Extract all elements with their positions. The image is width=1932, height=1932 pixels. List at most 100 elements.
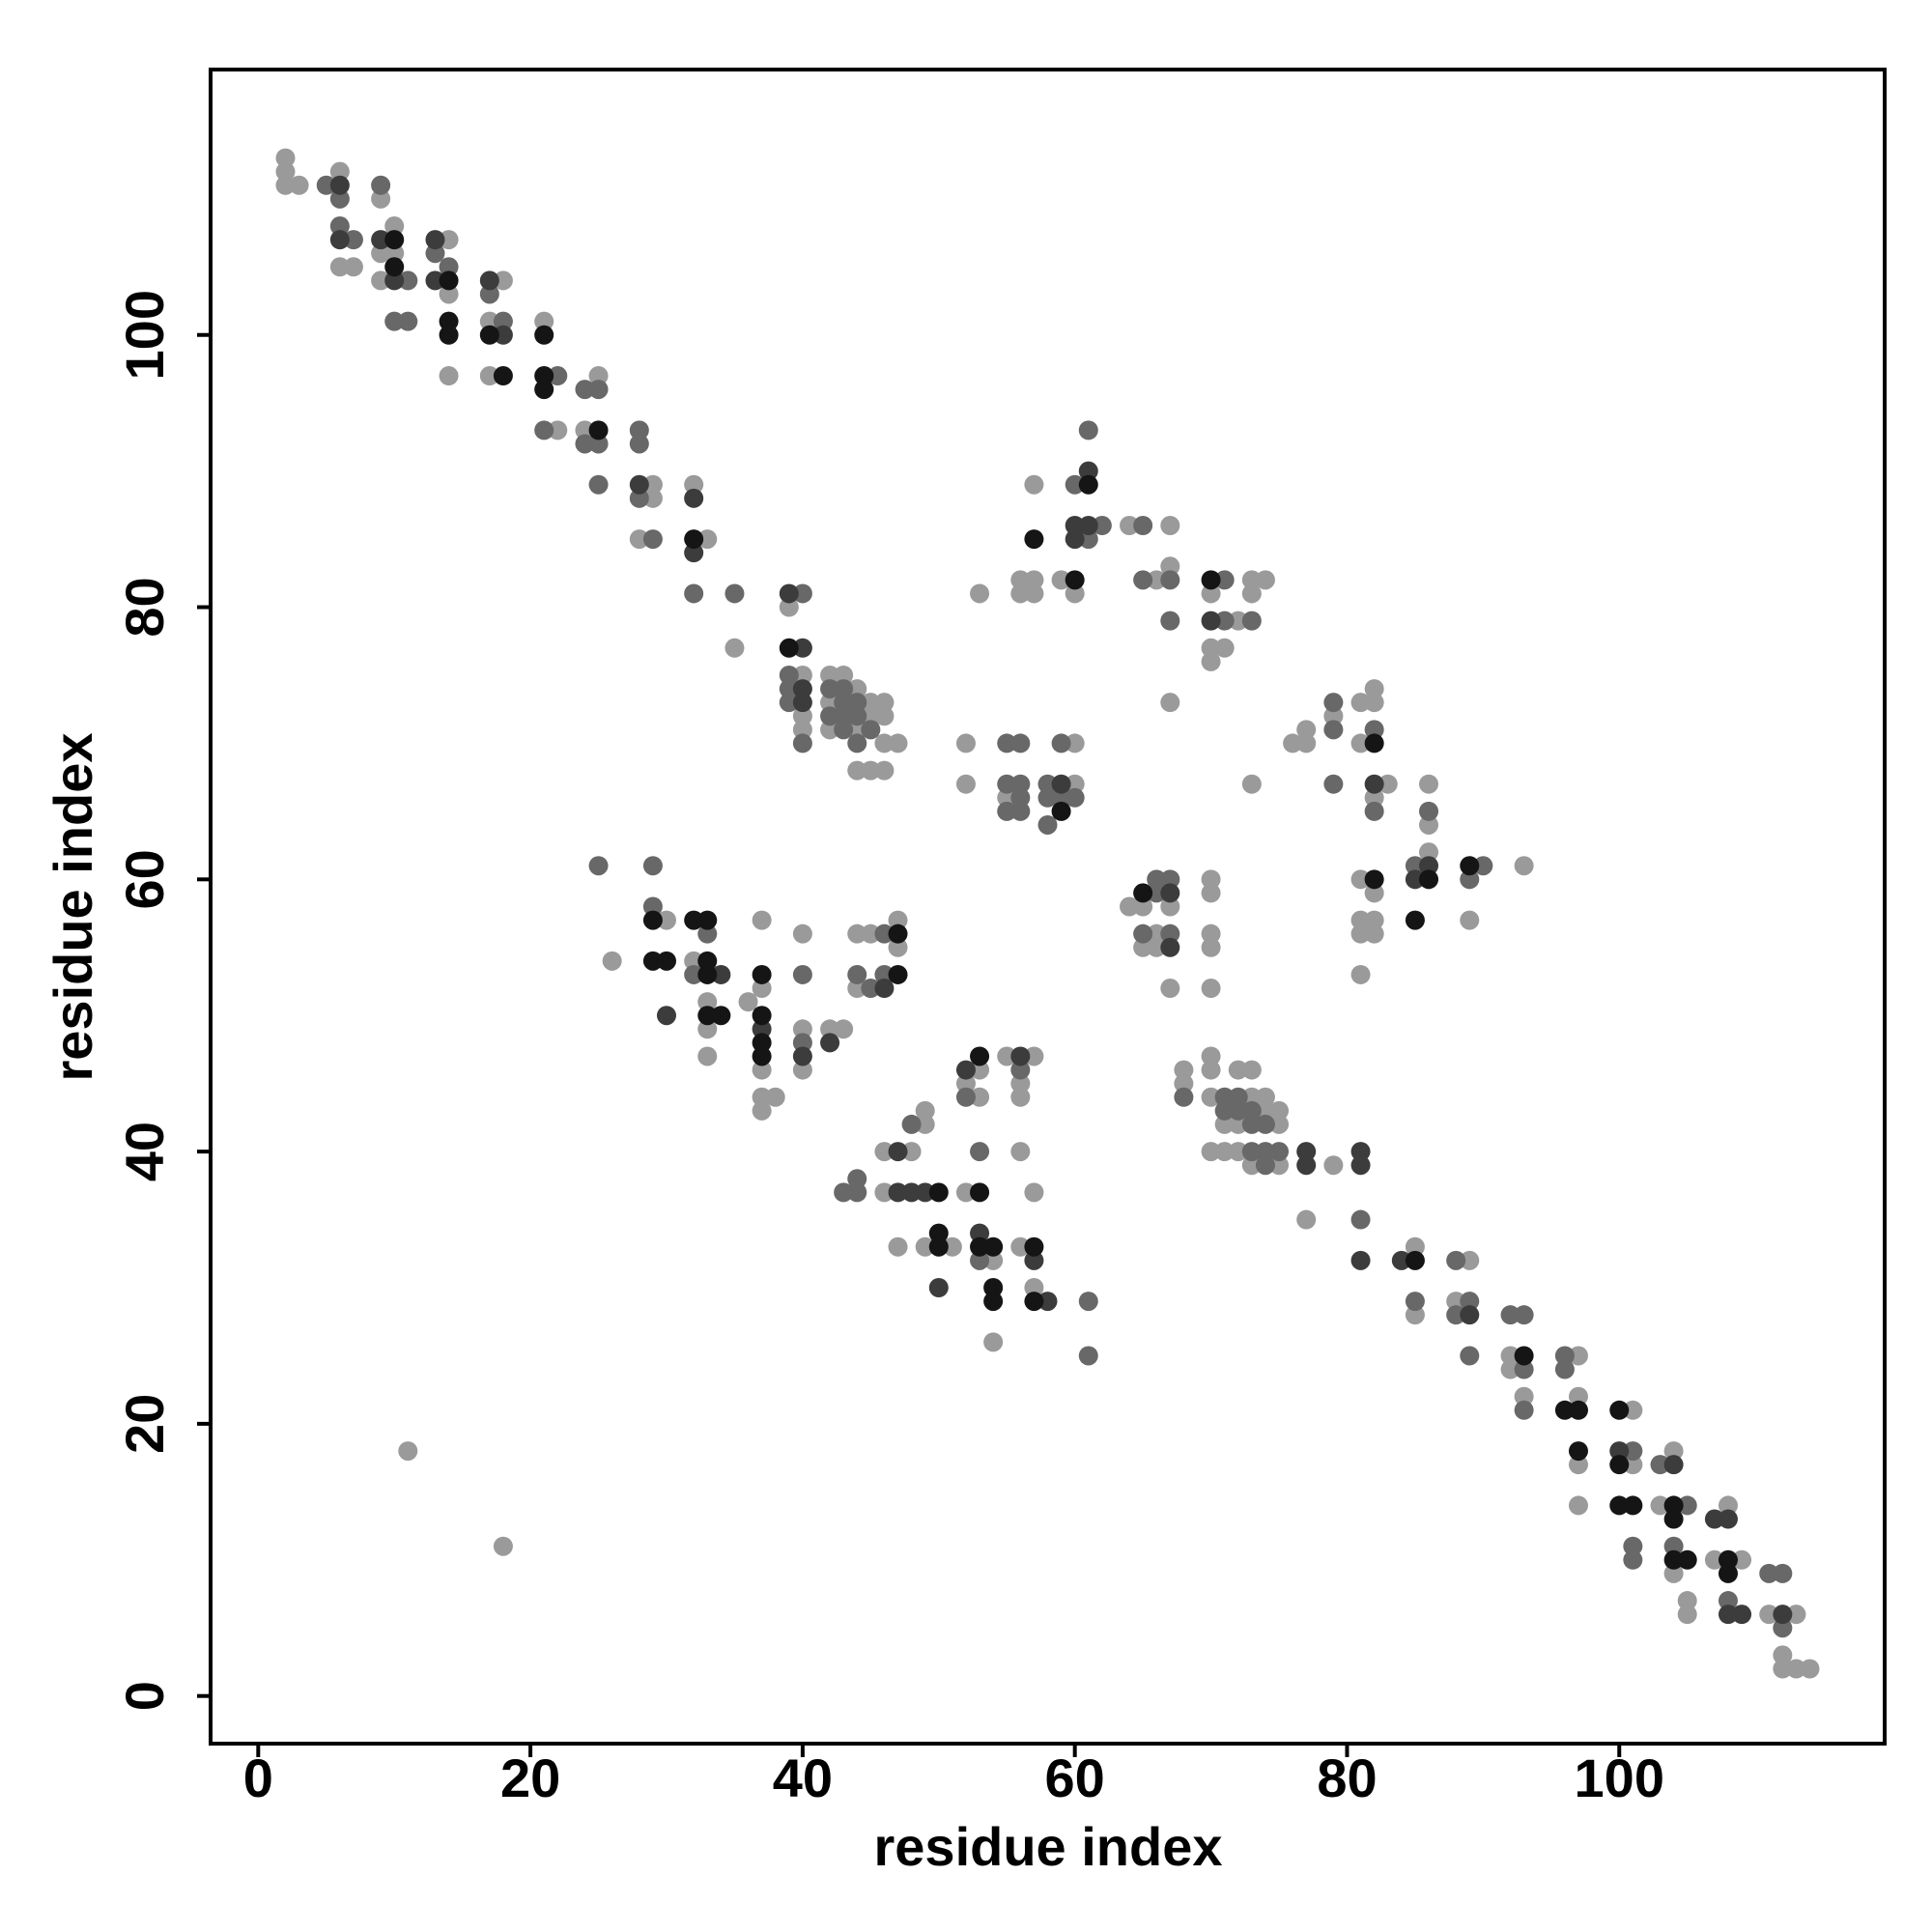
contact-point [493,325,513,345]
contact-point [1773,1645,1793,1665]
contact-point [1773,1659,1793,1679]
contact-point [1241,1142,1262,1162]
contact-point [1051,801,1071,821]
contact-point [1010,570,1031,590]
contact-point [1350,910,1371,930]
contact-point [1201,651,1221,671]
contact-point [847,1182,867,1203]
contact-point [1024,474,1044,495]
contact-point [752,1100,772,1121]
contact-point [534,311,554,331]
contact-point [1364,910,1384,930]
contact-point [289,175,309,195]
contact-point [752,1033,772,1053]
contact-point [1554,1346,1575,1366]
contact-point [1214,638,1235,658]
contact-point [1609,1400,1630,1420]
contact-point [1065,474,1085,495]
contact-point [1241,1100,1262,1121]
contact-point [1133,883,1153,903]
contact-point [1201,923,1221,944]
contact-point [1350,1142,1371,1162]
contact-point [684,964,704,984]
contact-point [1718,1563,1738,1583]
contact-point [1241,611,1262,631]
contact-point [955,774,976,794]
contact-point [493,270,513,291]
contact-point [343,230,363,250]
contact-point [1364,679,1384,699]
contact-point [1201,979,1221,999]
contact-point [1514,1400,1534,1420]
contact-point [1323,706,1344,726]
contact-point [275,148,296,168]
contact-point [915,1114,935,1134]
contact-point [1677,1495,1697,1516]
contact-point [1010,1046,1031,1066]
contact-point [997,1046,1017,1066]
contact-point [1255,1087,1275,1107]
contact-point [1568,1441,1588,1462]
contact-point [1241,1114,1262,1134]
contact-point [752,1019,772,1039]
contact-point [1759,1563,1779,1583]
contact-point [1623,1536,1643,1556]
contact-point [1201,1142,1221,1162]
contact-point [1500,1346,1520,1366]
contact-point [439,284,459,304]
plot-frame [209,68,1887,1746]
contact-point [847,720,867,740]
contact-point [1419,814,1439,835]
contact-point [1364,923,1384,944]
contact-point [588,474,609,495]
contact-point [1323,720,1344,740]
contact-point [1174,1060,1194,1080]
contact-point [779,638,799,658]
contact-point [642,896,663,917]
contact-point [1024,1250,1044,1270]
contact-point [820,720,840,740]
contact-point [1214,1087,1235,1107]
contact-point [942,1236,962,1257]
contact-point [329,188,350,209]
contact-point [1732,1605,1752,1625]
contact-point [1078,1292,1098,1312]
contact-point [1120,896,1140,917]
contact-point [1065,733,1085,753]
contact-point [1147,937,1167,957]
contact-point [684,951,704,971]
contact-point [642,951,663,971]
contact-point [1228,1114,1248,1134]
contact-point [1201,1087,1221,1107]
contact-point [1663,1441,1684,1462]
contact-point [439,230,459,250]
contact-point [928,1182,949,1203]
contact-point [629,488,649,508]
contact-point [439,270,459,291]
contact-point [847,706,867,726]
contact-point [792,665,812,685]
contact-point [820,1033,840,1053]
contact-point [1296,1142,1317,1162]
contact-point [752,979,772,999]
contact-point [888,733,908,753]
contact-point [752,1046,772,1066]
contact-point [1663,1509,1684,1529]
contact-point [792,679,812,699]
contact-point [548,420,568,440]
contact-point [792,733,812,753]
contact-point [1704,1509,1724,1529]
contact-point [738,992,758,1012]
contact-point [1010,583,1031,604]
contact-point [997,733,1017,753]
contact-point [1296,1155,1317,1176]
contact-point [588,856,609,876]
contact-point [684,910,704,930]
contact-point [834,706,854,726]
contact-point [697,992,718,1012]
contact-point [479,366,499,386]
contact-point [820,706,840,726]
contact-point [1405,1292,1425,1312]
contact-point [888,937,908,957]
contact-point [1446,1292,1466,1312]
